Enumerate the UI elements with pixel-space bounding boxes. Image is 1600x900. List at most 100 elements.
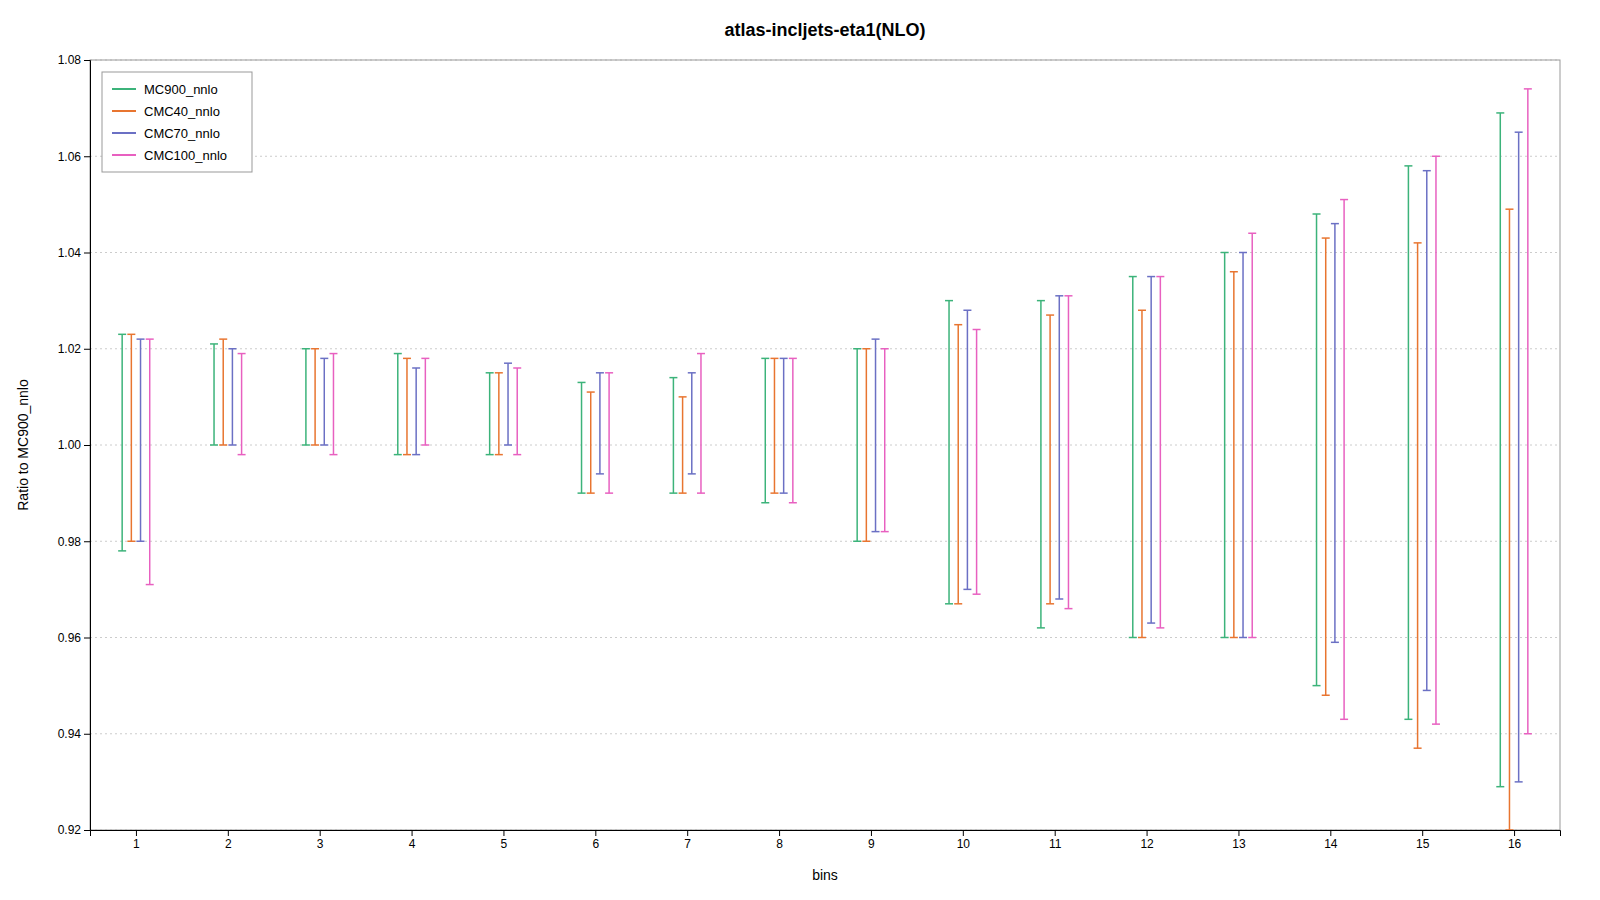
x-tick-label: 16 (1508, 837, 1522, 851)
error-bar (314, 349, 316, 445)
error-cap-high (302, 348, 310, 350)
error-cap-high (329, 353, 337, 355)
error-cap-high (210, 343, 218, 345)
plot-frame (90, 60, 1560, 830)
error-cap-low (1037, 627, 1045, 629)
error-cap-high (1248, 233, 1256, 235)
error-cap-low (697, 492, 705, 494)
error-cap-high (697, 353, 705, 355)
error-cap-low (1046, 603, 1054, 605)
x-tick: 9 (868, 830, 875, 851)
error-bar (581, 382, 583, 493)
error-cap-low (394, 454, 402, 456)
error-cap-high (679, 396, 687, 398)
x-tick: 11 (1049, 830, 1062, 851)
x-tick: 12 (1140, 830, 1154, 851)
x-tick-label: 9 (868, 837, 875, 851)
grid-line (90, 637, 1560, 638)
error-cap-high (872, 338, 880, 340)
error-cap-low (1230, 637, 1238, 639)
error-bar (765, 358, 767, 502)
error-bar (1417, 243, 1419, 748)
x-tick-label: 13 (1232, 837, 1246, 851)
y-tick-label: 1.06 (58, 150, 82, 164)
error-bar (1325, 238, 1327, 695)
error-cap-high (587, 391, 595, 393)
x-tick-label: 3 (317, 837, 324, 851)
error-cap-high (789, 358, 797, 360)
error-cap-high (1037, 300, 1045, 302)
x-tick: 3 (317, 830, 324, 851)
error-bar (1527, 89, 1529, 734)
error-cap-high (688, 372, 696, 374)
y-tick: 0.98 (58, 535, 90, 549)
error-cap-high (1064, 295, 1072, 297)
x-tick-label: 15 (1416, 837, 1430, 851)
error-series (137, 132, 1523, 782)
error-bar (1040, 301, 1042, 628)
x-tick-mark (1147, 830, 1148, 836)
y-tick: 1.08 (58, 53, 90, 67)
grid-line (90, 733, 1560, 734)
y-tick-mark (84, 253, 90, 254)
error-bar (792, 358, 794, 502)
error-bar (516, 368, 518, 455)
error-cap-low (412, 454, 420, 456)
x-tick-mark (1055, 830, 1056, 836)
error-cap-low (945, 603, 953, 605)
error-series (118, 113, 1504, 787)
error-cap-low (210, 444, 218, 446)
x-tick: 14 (1324, 830, 1338, 851)
error-bar (599, 373, 601, 474)
x-axis: 12345678910111213141516 (91, 830, 1561, 851)
error-cap-low (578, 492, 586, 494)
error-cap-high (578, 382, 586, 384)
x-tick-mark (871, 830, 872, 836)
x-tick-mark (503, 830, 504, 836)
error-bar (875, 339, 877, 532)
error-cap-high (137, 338, 145, 340)
error-bar (489, 373, 491, 455)
error-bar (498, 373, 500, 455)
error-cap-low (127, 541, 135, 543)
error-cap-high (311, 348, 319, 350)
error-cap-low (789, 502, 797, 504)
error-bar (140, 339, 142, 541)
error-cap-high (421, 358, 429, 360)
error-bar (213, 344, 215, 445)
chart: 123456789101112131415160.920.940.960.981… (0, 0, 1600, 900)
error-cap-low (329, 454, 337, 456)
error-cap-high (605, 372, 613, 374)
error-bar (415, 368, 417, 455)
legend-swatch (112, 110, 136, 112)
error-cap-high (1505, 208, 1513, 210)
error-cap-low (1524, 733, 1532, 735)
error-bar (1068, 296, 1070, 609)
legend-item: CMC40_nnlo (112, 104, 220, 119)
legend-box (102, 72, 252, 172)
legend-item: CMC70_nnlo (112, 126, 220, 141)
legend-label: CMC100_nnlo (144, 148, 227, 163)
error-bar (1049, 315, 1051, 604)
error-bar (397, 354, 399, 455)
error-cap-low (1055, 598, 1063, 600)
y-tick: 1.00 (58, 438, 90, 452)
x-tick-mark (687, 830, 688, 836)
error-cap-high (320, 358, 328, 360)
error-bar (967, 310, 969, 589)
error-bar (608, 373, 610, 493)
x-tick-mark (320, 830, 321, 836)
error-cap-high (954, 324, 962, 326)
error-cap-low (881, 531, 889, 533)
legend: MC900_nnloCMC40_nnloCMC70_nnloCMC100_nnl… (102, 72, 252, 172)
x-tick: 2 (225, 830, 232, 851)
error-bar (700, 354, 702, 494)
error-cap-high (963, 310, 971, 312)
error-cap-low (228, 444, 236, 446)
error-cap-low (780, 492, 788, 494)
error-bar (1500, 113, 1502, 787)
x-tick-label: 1 (133, 837, 140, 851)
x-tick: 1 (133, 830, 140, 851)
error-bar (1059, 296, 1061, 599)
y-tick: 0.96 (58, 631, 90, 645)
